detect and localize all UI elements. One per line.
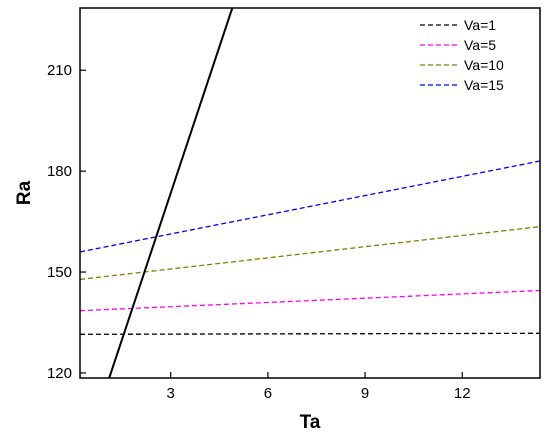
legend-label: Va=1 <box>464 17 496 33</box>
y-tick-label: 210 <box>47 62 72 79</box>
plot-frame <box>79 7 541 379</box>
legend-label: Va=15 <box>464 77 504 93</box>
series-layer <box>80 8 540 378</box>
y-tick-label: 120 <box>47 365 72 382</box>
series-line-1 <box>80 332 540 335</box>
x-tick-label: 3 <box>167 385 175 402</box>
x-tick-label: 9 <box>361 385 369 402</box>
x-tick-label: 6 <box>264 385 272 402</box>
legend-label: Va=10 <box>464 57 504 73</box>
ticks-layer: 3 6 9 12 120 150 180 210 <box>47 62 471 402</box>
series-line-2 <box>80 289 540 312</box>
y-tick-label: 150 <box>47 264 72 281</box>
legend-label: Va=5 <box>464 37 496 53</box>
series-line-4 <box>80 160 540 253</box>
legend: Va=1 Va=5 Va=10 Va=15 <box>420 17 504 93</box>
y-tick-label: 180 <box>47 163 72 180</box>
x-tick-label: 12 <box>454 385 471 402</box>
series-line-3 <box>80 225 540 281</box>
plot-area <box>80 8 540 378</box>
y-axis-title: Ra <box>14 180 35 205</box>
x-axis-title: Ta <box>300 412 321 433</box>
boundary-curve <box>108 8 234 378</box>
